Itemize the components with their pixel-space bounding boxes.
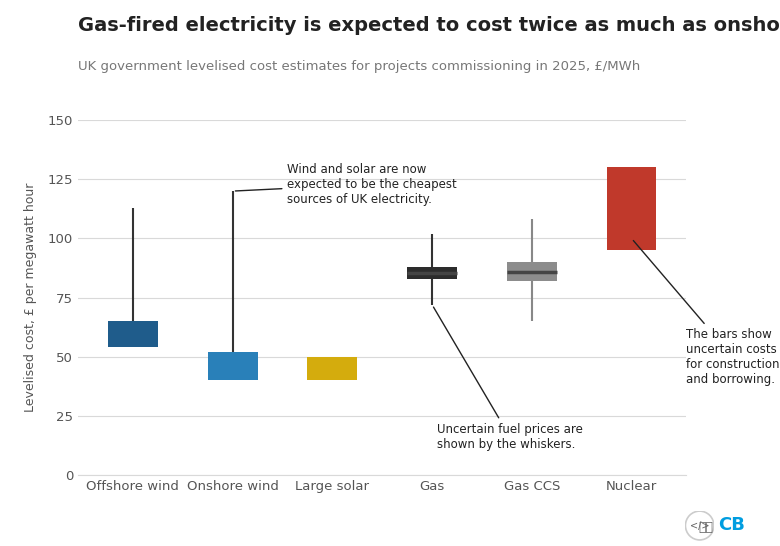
Text: Wind and solar are now
expected to be the cheapest
sources of UK electricity.: Wind and solar are now expected to be th… xyxy=(236,163,457,206)
Y-axis label: Levelised cost, £ per megawatt hour: Levelised cost, £ per megawatt hour xyxy=(23,183,37,412)
Bar xyxy=(108,321,158,347)
Bar xyxy=(207,352,257,381)
Text: </>: </> xyxy=(690,520,710,531)
Text: Uncertain fuel prices are
shown by the whiskers.: Uncertain fuel prices are shown by the w… xyxy=(434,307,583,451)
Bar xyxy=(307,357,357,381)
Bar xyxy=(607,168,657,250)
Text: Gas-fired electricity is expected to cost twice as much as onshore wind or solar: Gas-fired electricity is expected to cos… xyxy=(78,16,780,35)
Bar xyxy=(407,267,457,278)
Text: UK government levelised cost estimates for projects commissioning in 2025, £/MWh: UK government levelised cost estimates f… xyxy=(78,60,640,73)
Text: CB: CB xyxy=(718,516,745,534)
Text: The bars show
uncertain costs
for construction
and borrowing.: The bars show uncertain costs for constr… xyxy=(633,241,780,387)
Text: ⧸⧹: ⧸⧹ xyxy=(699,521,714,534)
Bar xyxy=(507,262,557,281)
